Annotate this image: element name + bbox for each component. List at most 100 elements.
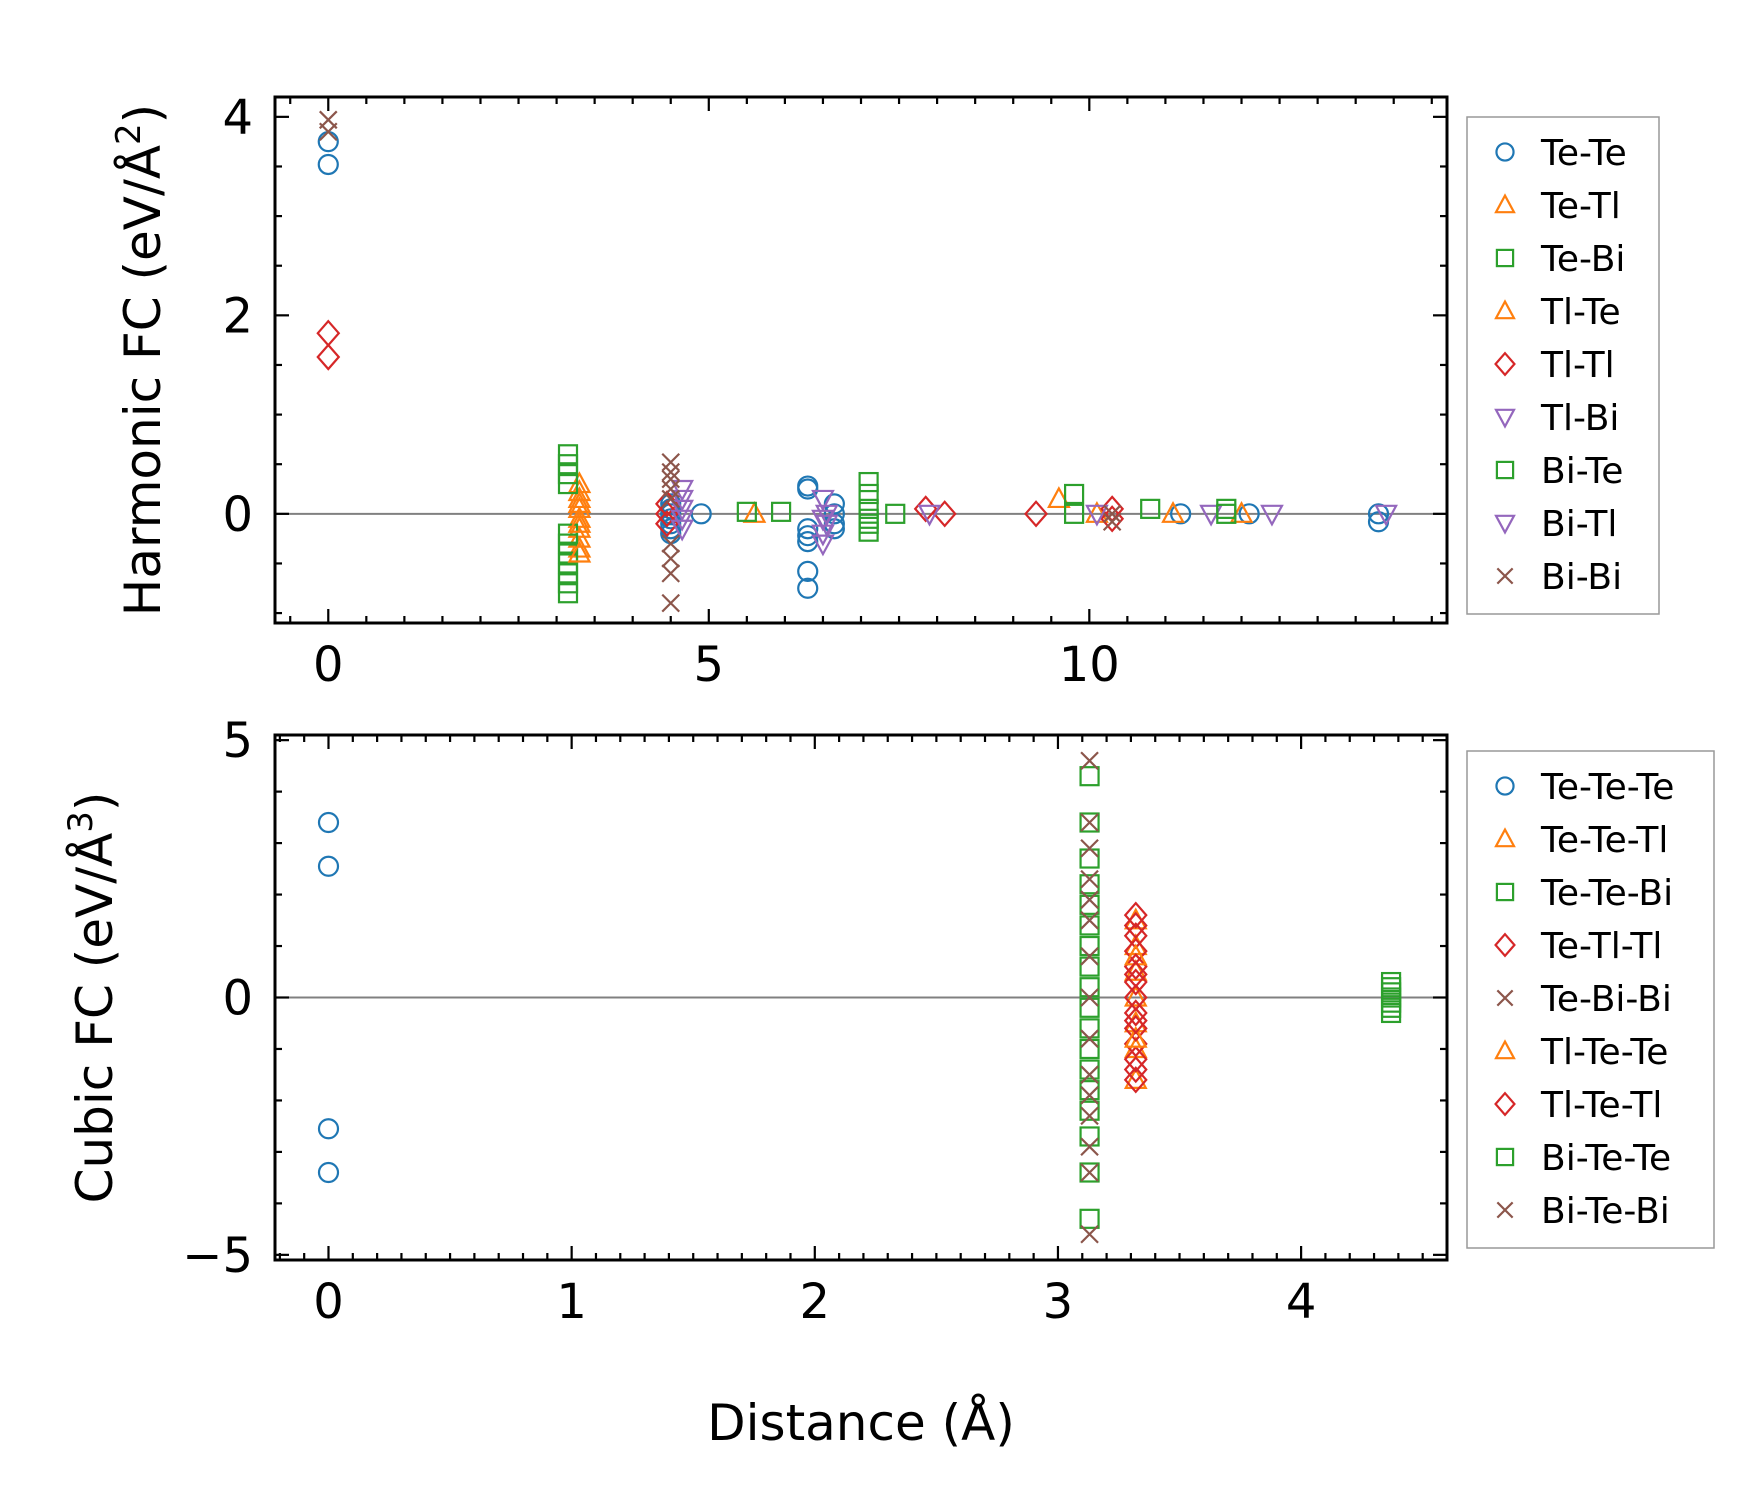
data-point [557,583,579,604]
data-point [1080,838,1099,858]
data-point [1024,500,1049,528]
data-point [811,534,835,557]
x-tick-label: 4 [1286,1274,1317,1330]
axes-frame [273,95,1449,625]
data-point [917,504,942,527]
x-tick-label: 3 [1043,1274,1074,1330]
data-point [1079,1100,1100,1121]
series-bi-te-te [1380,971,1402,1024]
series-tl-tl [316,319,1125,538]
series-bi-te-bi [1080,813,1099,1182]
data-point [736,501,757,522]
legend-item: Bi-Te-Bi [1496,1191,1670,1232]
legend-label: Te-Bi-Bi [1540,979,1672,1020]
axes-frame [273,733,1449,1262]
x-tick-label: 1 [556,1274,587,1330]
data-point [742,501,767,523]
data-point [811,489,835,512]
data-point [1123,952,1148,981]
legend-label: Tl-Te [1540,292,1621,333]
data-point [1079,1126,1100,1147]
data-point [1080,869,1099,889]
data-point [661,534,681,553]
data-point [1123,1006,1148,1035]
data-point [1063,503,1085,524]
data-point [661,593,681,613]
data-point [797,478,819,500]
legend-marker [1495,248,1515,268]
data-point [1238,503,1260,525]
data-point [885,503,906,524]
data-point [1063,483,1085,505]
legend-item: Te-Tl [1494,186,1621,227]
data-point [1123,943,1148,966]
data-point [814,514,839,537]
data-point [1123,1055,1148,1084]
legend-label: Bi-Te [1541,451,1623,492]
cubic-ticks: 0 1 2 3 4 −5 0 5 [182,713,1449,1330]
legend-marker [1496,567,1514,585]
data-point [797,560,819,582]
data-point [858,498,879,519]
data-point [1102,504,1122,524]
data-point [1123,1067,1148,1089]
cubic-y-axis-label: Cubic FC (eV/Å3) [61,792,124,1204]
data-point [1123,960,1148,989]
legend-marker [1496,1201,1514,1219]
legend-label: Bi-Tl [1541,504,1617,545]
data-point [823,503,845,525]
legend-item: Te-Bi-Bi [1496,979,1672,1020]
data-point [1079,894,1100,915]
data-point [317,811,340,834]
series-tl-te-tl [1123,911,1148,1084]
legend-frame [1466,116,1660,615]
data-point [858,521,879,542]
x-axis-label: Distance (Å) [707,1394,1015,1452]
data-point [1080,1224,1099,1244]
data-point [1079,1208,1100,1229]
legend-item: Tl-Te [1494,292,1621,333]
data-point [1080,1029,1099,1048]
data-point [1080,1137,1099,1157]
y-tick-label: 4 [222,90,253,146]
data-point [317,1161,340,1184]
data-point [317,1118,340,1140]
data-point [1079,874,1100,895]
data-point [1123,901,1148,929]
harmonic-y-axis-label: Harmonic FC (eV/Å2) [109,104,172,616]
data-point [1079,848,1100,869]
legend-marker [1494,932,1516,958]
legend-item: Te-Te [1495,133,1627,174]
data-point [1367,503,1390,525]
data-point [797,577,819,599]
data-point [1079,915,1100,936]
data-point [1161,501,1185,523]
data-point [661,564,681,583]
y-tick-label: 2 [222,288,253,344]
x-tick-label: 0 [313,1274,344,1330]
legend-item: Bi-Bi [1496,557,1622,598]
legend-marker [1494,193,1516,214]
legend-marker [1494,1091,1516,1117]
data-point [1079,977,1100,998]
legend-marker [1494,827,1516,848]
series-tl-bi [670,479,1398,557]
legend-label: Te-Te-Bi [1540,873,1673,914]
x-tick-label: 0 [313,637,344,693]
legend-item: Tl-Tl [1494,345,1615,386]
series-tl-te-te [1123,943,1148,1048]
data-point [1079,1038,1100,1060]
legend-marker [1494,1039,1516,1060]
harmonic-legend: Te-Te Te-Tl Te-Bi Tl-Te Tl-Tl Tl-Bi Bi-Te Bi-Tl… [1466,116,1660,615]
legend-label: Bi-Te-Bi [1541,1191,1670,1232]
data-point [1080,813,1099,832]
data-point [1374,504,1398,527]
legend-item: Bi-Te-Te [1495,1138,1671,1179]
legend-item: Bi-Te [1495,451,1623,492]
data-point [1080,751,1099,771]
data-point [317,153,339,176]
data-point [567,535,592,558]
legend-item: Te-Bi [1495,239,1625,280]
y-tick-label: 0 [222,971,253,1027]
